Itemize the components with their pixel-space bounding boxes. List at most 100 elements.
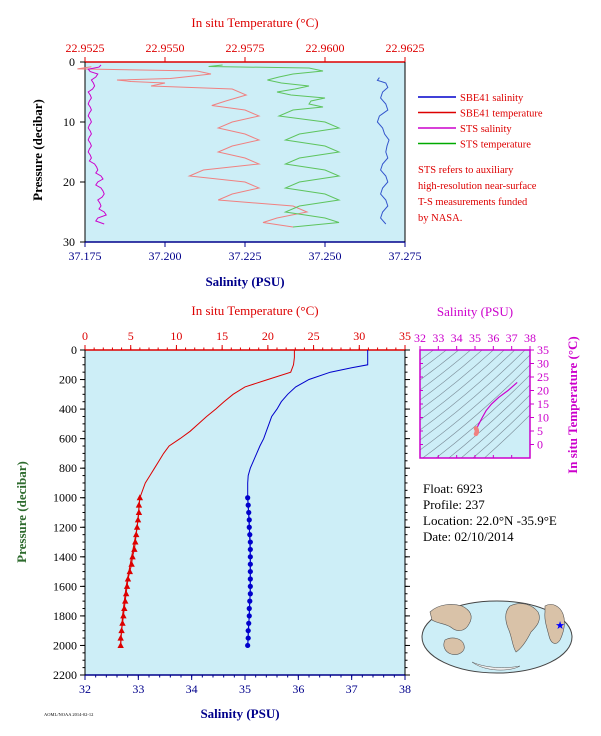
profile-chart: 0 5 10 15 20 25 30 35 32 33 34 35 36 37 38 0 200 400 600 80… [14, 303, 411, 721]
salinity-marker [246, 605, 252, 612]
profile-bottom-tick-label: 36 [292, 682, 304, 696]
float-info: Float: 6923 Profile: 237 Location: 22.0°… [423, 481, 557, 544]
map-africa-europe-landmass [544, 604, 565, 644]
density-contour [420, 350, 460, 381]
salinity-marker [247, 532, 253, 538]
salinity-marker [245, 642, 251, 649]
map-antarctica-landmass [471, 661, 521, 671]
top-chart-ticks: 22.9525 22.9550 22.9575 22.9600 22.9625 37.17… [63, 41, 425, 263]
temperature-marker [123, 582, 131, 589]
temperature-marker [132, 538, 139, 545]
salinity-marker [247, 561, 253, 567]
profile-top-tick-label: 15 [216, 329, 228, 343]
ts-right-tick-label: 30 [537, 357, 549, 371]
profile-number: Profile: 237 [423, 497, 485, 512]
salinity-marker [247, 568, 253, 575]
temperature-marker [133, 531, 140, 538]
salinity-marker [247, 598, 253, 604]
ts-top-tick-label: 38 [524, 331, 536, 345]
float-location-star-icon: ★ [555, 620, 565, 632]
temperature-marker [118, 627, 125, 634]
density-contour [420, 350, 483, 401]
top-chart: 22.9525 22.9550 22.9575 22.9600 22.9625 37.17… [30, 15, 543, 289]
density-contour [420, 350, 494, 411]
temperature-marker [129, 553, 136, 560]
ts-top-tick-label: 36 [487, 331, 499, 345]
profile-top-tick-label: 25 [308, 329, 320, 343]
top-chart-bottom-tick-label: 37.200 [149, 249, 182, 263]
top-chart-top-tick-label: 22.9600 [306, 41, 345, 55]
temperature-marker [122, 597, 129, 604]
sts-note-line-1: STS refers to auxiliary [418, 165, 514, 176]
footer-code: AOML/NOAA 2014-02-12 [44, 712, 93, 717]
profile-left-tick-label: 0 [71, 343, 77, 357]
salinity-marker [247, 583, 253, 589]
profile-left-tick-label: 1400 [53, 550, 77, 564]
temperature-marker [135, 501, 143, 508]
map-australia-landmass [443, 637, 465, 655]
float-location: Location: 22.0°N -35.9°E [423, 513, 557, 528]
ts-plot-area [420, 350, 530, 458]
top-chart-top-tick-label: 22.9625 [386, 41, 425, 55]
salinity-marker [246, 620, 252, 626]
top-chart-top-axis-label: In situ Temperature (°C) [191, 15, 318, 30]
density-contour [420, 354, 530, 451]
profile-left-tick-label: 1000 [53, 491, 77, 505]
top-chart-top-tick-label: 22.9525 [66, 41, 105, 55]
profile-top-axis-label: In situ Temperature (°C) [191, 303, 318, 318]
top-plot-area [85, 62, 405, 242]
top-chart-top-tick-label: 22.9550 [146, 41, 185, 55]
density-contour [422, 364, 530, 458]
top-chart-bottom-tick-label: 37.225 [229, 249, 262, 263]
profile-left-tick-label: 1600 [53, 579, 77, 593]
profile-left-tick-label: 800 [59, 461, 77, 475]
top-chart-left-tick-label: 20 [63, 175, 75, 189]
series-sts-temperature [208, 64, 341, 228]
temperature-marker [117, 634, 124, 641]
salinity-marker [246, 509, 252, 516]
density-contour [420, 350, 516, 431]
salinity-marker [247, 539, 253, 545]
profile-top-tick-label: 20 [262, 329, 274, 343]
ts-top-tick-label: 32 [414, 331, 426, 345]
legend-label: STS temperature [460, 140, 531, 151]
sts-note-line-2: high-resolution near-surface [418, 181, 537, 192]
temperature-marker [131, 545, 138, 552]
ts-series [473, 381, 518, 437]
density-contour [420, 350, 505, 421]
ts-right-tick-label: 5 [537, 424, 543, 438]
temperature-marker [136, 494, 144, 501]
ts-right-tick-label: 35 [537, 343, 549, 357]
salinity-marker [247, 554, 253, 560]
legend-label: SBE41 temperature [460, 109, 543, 120]
ts-top-tick-label: 33 [432, 331, 444, 345]
profile-bottom-tick-label: 32 [79, 682, 91, 696]
ts-top-tick-label: 37 [506, 331, 518, 345]
profile-bottom-tick-label: 34 [186, 682, 198, 696]
profile-left-tick-label: 400 [59, 402, 77, 416]
profile-series [117, 350, 369, 649]
ts-top-tick-label: 35 [469, 331, 481, 345]
ts-top-tick-label: 34 [451, 331, 463, 345]
density-contour [420, 245, 530, 340]
series-sbe41-salinity [376, 77, 390, 225]
temperature-marker [128, 560, 135, 567]
temperature-marker [119, 619, 126, 626]
sts-note-line-4: by NASA. [418, 213, 462, 224]
salinity-marker [245, 628, 251, 634]
legend-label: SBE41 salinity [460, 93, 524, 104]
density-contour [435, 374, 530, 458]
density-contour [420, 350, 526, 441]
density-contour [448, 384, 530, 458]
density-contour [420, 350, 447, 371]
profile-left-tick-label: 600 [59, 432, 77, 446]
profile-bottom-tick-label: 33 [132, 682, 144, 696]
float-number: Float: 6923 [423, 481, 483, 496]
salinity-marker [247, 591, 253, 597]
sts-note-line-3: T-S measurements funded [418, 197, 528, 208]
salinity-marker [246, 517, 252, 523]
map-americas-landmass [505, 603, 540, 653]
density-contour [483, 414, 530, 458]
